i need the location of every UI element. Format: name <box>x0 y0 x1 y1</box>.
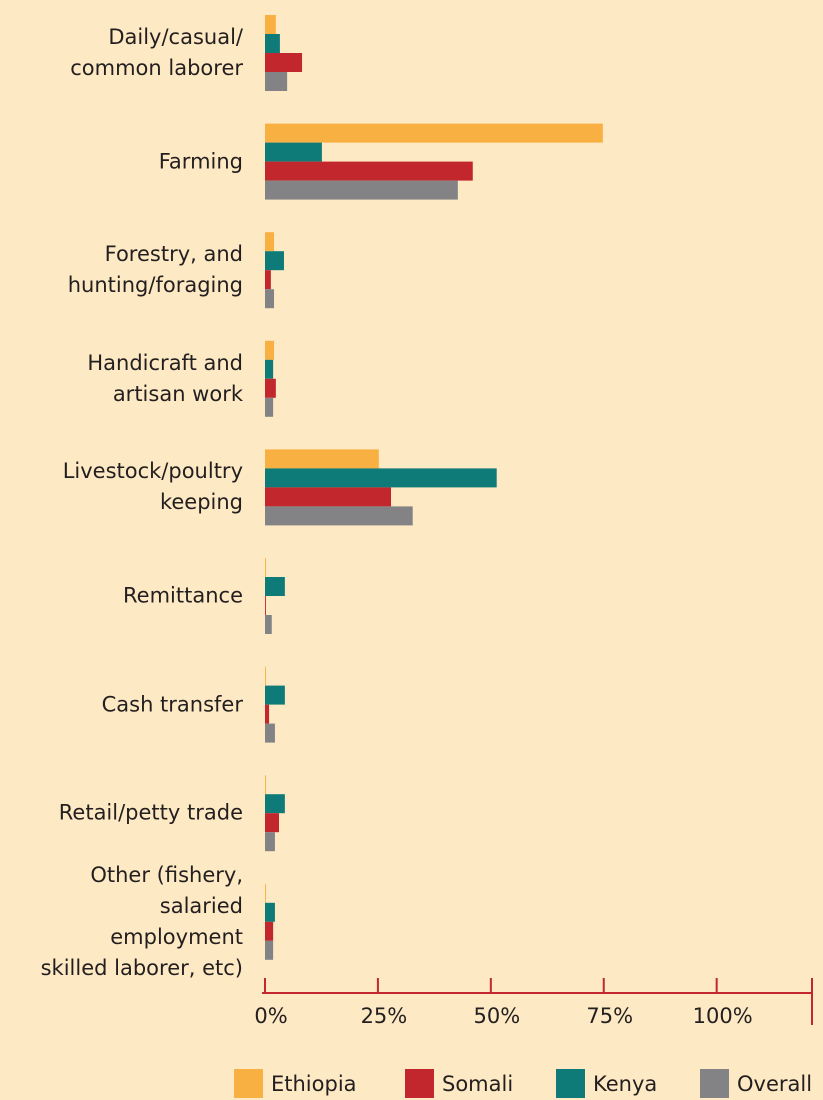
bar <box>265 794 285 814</box>
bar <box>265 506 413 526</box>
bar <box>265 596 266 615</box>
bar <box>265 723 275 743</box>
category-label: Daily/casual/ common laborer <box>70 25 243 80</box>
x-tick-label: 0% <box>254 1004 287 1028</box>
bar <box>265 232 275 252</box>
bar <box>265 449 379 469</box>
bar <box>265 34 280 53</box>
legend-label: Somali <box>442 1072 513 1096</box>
bar <box>265 883 266 903</box>
bar <box>265 832 275 852</box>
bar <box>265 487 392 507</box>
bar <box>265 142 322 162</box>
bar <box>265 378 276 398</box>
legend-swatch <box>405 1069 434 1098</box>
bar <box>265 666 266 686</box>
legend-label: Kenya <box>593 1072 657 1096</box>
category-label: Farming <box>158 149 243 174</box>
legend-swatch <box>700 1069 729 1098</box>
legend-label: Overall <box>737 1072 812 1096</box>
bar <box>265 53 303 72</box>
bar <box>265 123 603 143</box>
bar <box>265 468 497 488</box>
bar <box>265 558 266 577</box>
bar <box>265 813 280 833</box>
bar <box>265 289 275 309</box>
x-tick-label: 75% <box>586 1004 633 1028</box>
bar <box>265 577 285 596</box>
bar <box>265 251 284 271</box>
legend-label: Ethiopia <box>271 1072 357 1096</box>
category-label: Forestry, and hunting/foraging <box>67 242 243 298</box>
bar <box>265 359 274 379</box>
bar <box>265 15 276 34</box>
bar <box>265 685 285 705</box>
bar <box>265 940 274 960</box>
bar <box>265 270 271 290</box>
bar <box>265 775 266 795</box>
bar <box>265 615 272 634</box>
x-tick-label: 50% <box>473 1004 520 1028</box>
bar <box>265 921 274 941</box>
category-label: Cash transfer <box>101 692 243 717</box>
bar <box>265 340 275 360</box>
category-label: Retail/petty trade <box>58 800 243 825</box>
bar <box>265 704 270 724</box>
bar <box>265 397 274 417</box>
legend-swatch <box>556 1069 585 1098</box>
x-tick-label: 100% <box>693 1004 753 1028</box>
category-label: Handicraft and artisan work <box>87 350 243 406</box>
bar <box>265 180 458 200</box>
bar <box>265 72 288 91</box>
bar <box>265 161 473 181</box>
category-label: Remittance <box>123 583 243 608</box>
legend-swatch <box>234 1069 263 1098</box>
x-tick-label: 25% <box>361 1004 408 1028</box>
bar <box>265 902 275 922</box>
category-label: Other (fishery, salaried employment skil… <box>40 862 243 980</box>
category-label: Livestock/poultry keeping <box>62 459 243 515</box>
